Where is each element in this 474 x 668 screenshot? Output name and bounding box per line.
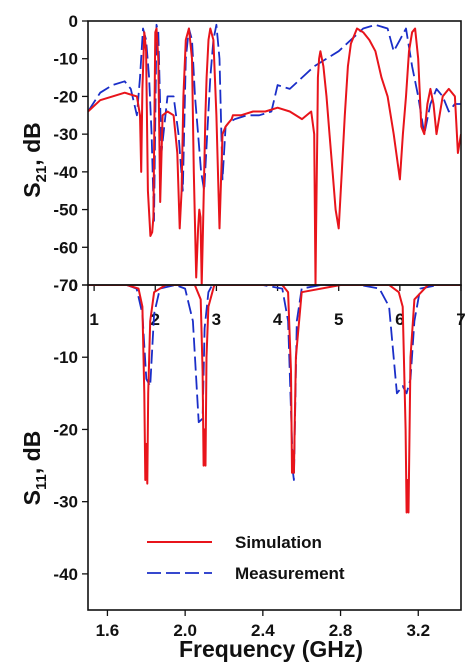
bottom-y-tick-label: -40 <box>53 565 78 584</box>
bottom-simulation-line <box>88 285 461 514</box>
bottom-ylabel-main: S <box>19 490 45 505</box>
top-x-tick-label: 3 <box>212 310 221 329</box>
top-series <box>88 23 461 285</box>
bottom-ylabel-sub: 11 <box>33 474 50 490</box>
bottom-y-tick-label: -30 <box>53 493 78 512</box>
top-y-tick-label: -70 <box>53 276 78 295</box>
top-y-tick-label: -30 <box>53 125 78 144</box>
bottom-panel: S11, dB 0 -10 -20 -30 -40 1.6 2.0 2.4 2.8 3.2 Fr… <box>19 276 462 662</box>
top-x-tick-label: 2 <box>151 310 160 329</box>
top-x-tick-label: 4 <box>273 310 283 329</box>
top-y-tick-label: -60 <box>53 238 78 257</box>
top-y-tick-label: -20 <box>53 87 78 106</box>
bottom-x-tick-label: 1.6 <box>96 621 120 640</box>
bottom-y-ticks: 0 -10 -20 -30 -40 <box>53 276 88 584</box>
top-measurement-line <box>88 23 461 222</box>
top-x-tick-label: 6 <box>395 310 404 329</box>
top-simulation-line <box>88 27 461 285</box>
top-ylabel-sub: 21 <box>33 166 50 183</box>
bottom-x-tick-label: 2.8 <box>329 621 353 640</box>
bottom-y-tick-label: -20 <box>53 420 78 439</box>
top-y-ticks: 0 -10 -20 -30 -40 -50 -60 -70 <box>53 12 88 295</box>
top-ylabel-main: S <box>19 182 45 197</box>
top-y-tick-label: 0 <box>69 12 78 31</box>
bottom-series <box>88 285 461 514</box>
top-y-tick-label: -10 <box>53 50 78 69</box>
legend: Simulation Measurement <box>147 533 345 583</box>
bottom-xlabel: Frequency (GHz) <box>179 636 363 662</box>
top-y-tick-label: -40 <box>53 163 78 182</box>
bottom-ylabel-tail: , dB <box>19 431 45 474</box>
bottom-x-ticks: 1.6 2.0 2.4 2.8 3.2 <box>96 610 430 640</box>
bottom-x-tick-label: 2.0 <box>173 621 197 640</box>
bottom-x-tick-label: 2.4 <box>251 621 275 640</box>
bottom-ylabel: S11, dB <box>19 431 50 506</box>
bottom-y-tick-label: 0 <box>69 276 78 295</box>
bottom-x-tick-label: 3.2 <box>406 621 430 640</box>
bottom-measurement-line <box>88 285 461 481</box>
top-ylabel-tail: , dB <box>19 122 45 165</box>
legend-measurement-label: Measurement <box>235 564 345 583</box>
top-x-tick-label: 1 <box>89 310 98 329</box>
top-x-tick-label: 5 <box>334 310 343 329</box>
legend-simulation-label: Simulation <box>235 533 322 552</box>
bottom-y-tick-label: -10 <box>53 348 78 367</box>
top-y-tick-label: -50 <box>53 201 78 220</box>
top-ylabel: S21, dB <box>19 122 50 197</box>
bottom-plot-frame <box>87 284 462 611</box>
